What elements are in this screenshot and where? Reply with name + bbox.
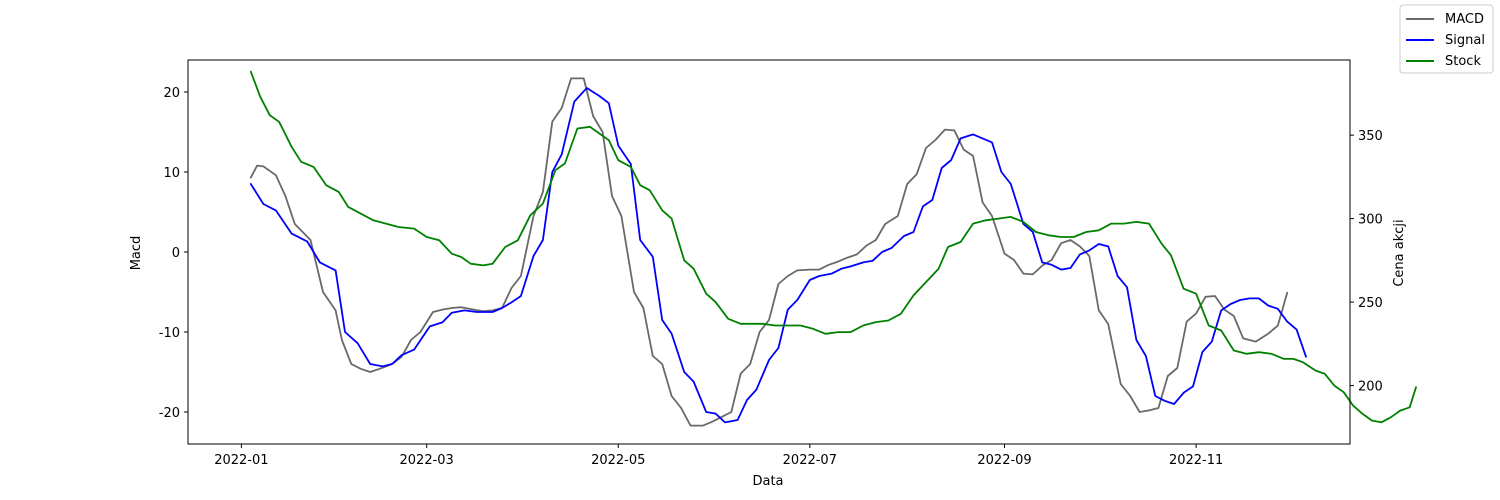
- series-line-macd: [249, 77, 1289, 427]
- series-line-stock: [249, 70, 1417, 424]
- legend-label-signal: Signal: [1445, 33, 1485, 48]
- legend: MACD Signal Stock: [1399, 4, 1494, 74]
- series-layer: [249, 70, 1417, 427]
- x-tick-label: 2022-07: [783, 453, 837, 468]
- plot-frame: [187, 59, 1351, 445]
- legend-label-stock: Stock: [1445, 54, 1481, 69]
- y-tick-label: 20: [163, 86, 180, 101]
- y2-tick-label: 250: [1358, 296, 1383, 311]
- y-tick-label: -10: [159, 326, 180, 341]
- y2-tick-label: 300: [1358, 213, 1383, 228]
- y-axis-right-label: Cena akcji: [1392, 219, 1407, 286]
- y-axis-right: 350 300 250 200: [1350, 129, 1383, 395]
- y-tick-label: -20: [159, 406, 180, 421]
- x-axis: 2022-01 2022-03 2022-05 2022-07 2022-09 2022-…: [214, 444, 1223, 468]
- y-axis-left-label: Macd: [129, 236, 144, 271]
- x-tick-label: 2022-09: [977, 453, 1031, 468]
- x-tick-label: 2022-11: [1169, 453, 1223, 468]
- x-tick-label: 2022-01: [214, 453, 268, 468]
- y-axis-left: 20 10 0 -10 -20: [159, 86, 188, 421]
- legend-box: [1399, 4, 1494, 74]
- y-tick-label: 10: [163, 166, 180, 181]
- x-tick-label: 2022-05: [591, 453, 645, 468]
- x-axis-label: Data: [752, 474, 783, 489]
- y-tick-label: 0: [172, 246, 180, 261]
- y2-tick-label: 200: [1358, 380, 1383, 395]
- x-tick-label: 2022-03: [400, 453, 454, 468]
- y2-tick-label: 350: [1358, 129, 1383, 144]
- series-line-signal: [249, 87, 1307, 424]
- legend-label-macd: MACD: [1445, 12, 1484, 27]
